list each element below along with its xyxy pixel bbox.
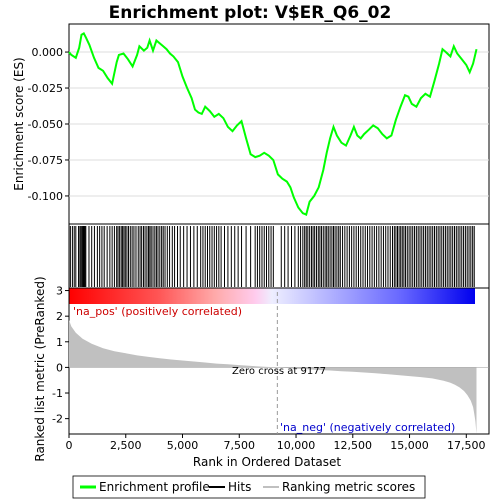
metric-tick-label: 2 xyxy=(56,310,63,323)
legend-metric-label: Ranking metric scores xyxy=(282,480,415,494)
es-gridlines xyxy=(69,51,489,197)
metric-y-axis: 3 2 1 0 -1 -2 xyxy=(52,285,69,426)
chart-title: Enrichment plot: V$ER_Q6_02 xyxy=(109,3,392,23)
pos-correlated-label: 'na_pos' (positively correlated) xyxy=(73,305,242,318)
es-tick-label: -0.025 xyxy=(28,82,63,95)
es-tick-label: -0.100 xyxy=(28,190,63,203)
metric-tick-label: 1 xyxy=(56,336,63,349)
metric-tick-label: -1 xyxy=(52,387,63,400)
es-y-axis: 0.000 -0.025 -0.050 -0.075 -0.100 xyxy=(28,46,69,203)
x-tick-label: 0 xyxy=(66,439,73,452)
x-axis: 0 2,500 5,000 7,500 10,000 12,500 15,000 17,500 xyxy=(66,434,486,452)
es-y-axis-label: Enrichment score (ES) xyxy=(12,57,26,190)
x-tick-label: 12,500 xyxy=(334,439,373,452)
legend-hits-label: Hits xyxy=(228,480,251,494)
correlation-color-band xyxy=(69,288,475,304)
zero-cross-label: Zero cross at 9177 xyxy=(232,366,326,377)
x-tick-label: 7,500 xyxy=(224,439,256,452)
metric-tick-label: -2 xyxy=(52,413,63,426)
hit-markers xyxy=(69,226,475,287)
x-tick-label: 5,000 xyxy=(167,439,199,452)
x-tick-label: 2,500 xyxy=(110,439,142,452)
es-tick-label: -0.050 xyxy=(28,118,63,131)
neg-correlated-label: 'na_neg' (negatively correlated) xyxy=(280,421,455,434)
metric-tick-label: 0 xyxy=(56,361,63,374)
x-axis-label: Rank in Ordered Dataset xyxy=(193,455,341,469)
metric-tick-label: 3 xyxy=(56,285,63,298)
x-tick-label: 17,500 xyxy=(447,439,486,452)
hits-panel-frame xyxy=(68,223,490,289)
x-tick-label: 15,000 xyxy=(390,439,429,452)
x-tick-label: 10,000 xyxy=(277,439,316,452)
es-tick-label: -0.075 xyxy=(28,154,63,167)
enrichment-profile-line xyxy=(68,31,478,216)
metric-y-axis-label: Ranked list metric (PreRanked) xyxy=(33,276,47,461)
legend-enrichment-label: Enrichment profile xyxy=(99,480,210,494)
legend-box xyxy=(72,475,426,499)
es-tick-label: 0.000 xyxy=(32,46,64,59)
ranking-metric-area xyxy=(69,320,477,434)
